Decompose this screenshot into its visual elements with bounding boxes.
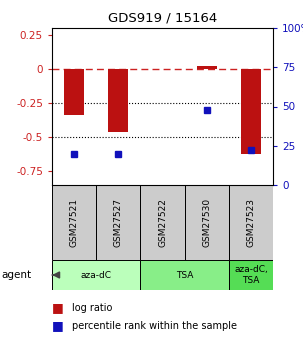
Bar — [108, 69, 128, 132]
Bar — [96, 185, 140, 260]
Text: GSM27521: GSM27521 — [70, 198, 78, 247]
Text: ■: ■ — [52, 319, 64, 333]
Bar — [229, 185, 273, 260]
Text: GSM27522: GSM27522 — [158, 198, 167, 247]
Text: GSM27523: GSM27523 — [246, 198, 255, 247]
Bar — [52, 260, 140, 290]
Bar — [64, 69, 84, 115]
Title: GDS919 / 15164: GDS919 / 15164 — [108, 11, 217, 24]
Bar — [185, 185, 229, 260]
Bar — [140, 260, 229, 290]
Text: aza-dC: aza-dC — [81, 270, 112, 279]
Bar — [140, 185, 185, 260]
Text: ■: ■ — [52, 302, 64, 315]
Bar — [241, 69, 261, 154]
Text: percentile rank within the sample: percentile rank within the sample — [72, 321, 237, 331]
Text: TSA: TSA — [176, 270, 193, 279]
Text: agent: agent — [2, 270, 32, 280]
Text: GSM27530: GSM27530 — [202, 198, 211, 247]
Text: GSM27527: GSM27527 — [114, 198, 123, 247]
Bar — [229, 260, 273, 290]
Text: log ratio: log ratio — [72, 303, 112, 313]
Text: aza-dC,
TSA: aza-dC, TSA — [234, 265, 268, 285]
Bar — [197, 66, 217, 69]
Bar — [52, 185, 96, 260]
